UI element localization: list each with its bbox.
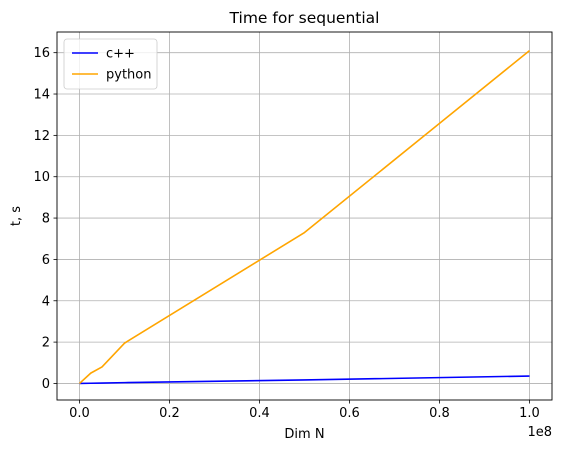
x-tick-label: 0.6 <box>339 406 360 421</box>
y-tick-label: 4 <box>42 294 50 309</box>
x-tick-label: 0.2 <box>159 406 180 421</box>
y-tick-label: 8 <box>42 212 50 227</box>
x-tick-label: 0.4 <box>249 406 270 421</box>
y-tick-label: 10 <box>33 170 50 185</box>
y-tick-label: 16 <box>33 46 50 61</box>
series-line-python <box>78 49 531 385</box>
y-tick-label: 12 <box>33 129 50 144</box>
axis-ticks: 0.0 0.2 0.4 0.6 0.8 1.0 0 2 4 6 8 10 12 14 16 <box>33 46 539 421</box>
y-axis-label: t, s <box>9 206 24 226</box>
legend: c++ python <box>63 38 158 90</box>
x-tick-label: 0.0 <box>69 406 90 421</box>
series-lines <box>78 49 531 385</box>
plot-frame <box>56 31 553 401</box>
x-tick-label: 1.0 <box>519 406 540 421</box>
chart-title: Time for sequential <box>229 9 380 27</box>
legend-box <box>63 38 158 90</box>
series-line-c- <box>79 375 530 385</box>
y-tick-label: 6 <box>42 253 50 268</box>
x-tick-label: 0.8 <box>429 406 450 421</box>
grid-lines <box>57 32 552 400</box>
y-tick-label: 0 <box>42 377 50 392</box>
legend-label: c++ <box>106 47 135 62</box>
x-axis-offset-label: 1e8 <box>527 425 552 440</box>
x-axis-label: Dim N <box>284 427 324 442</box>
legend-label: python <box>106 68 151 83</box>
y-tick-label: 2 <box>42 336 50 351</box>
y-tick-label: 14 <box>33 88 50 103</box>
